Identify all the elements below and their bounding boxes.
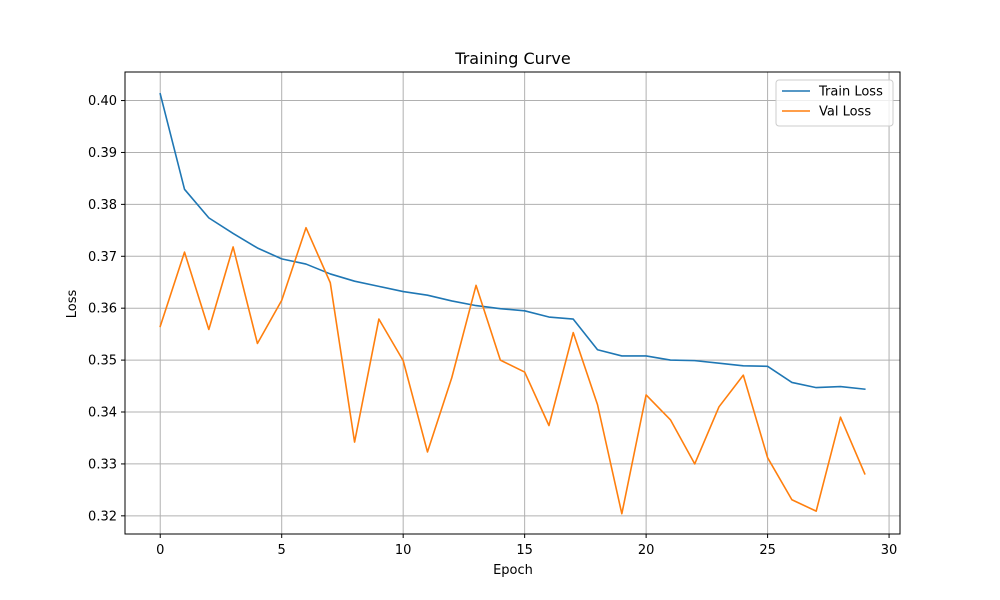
series-lines bbox=[159, 92, 866, 515]
chart-title: Training Curve bbox=[454, 49, 570, 68]
y-tick-label: 0.38 bbox=[88, 198, 117, 213]
y-tick-label: 0.32 bbox=[88, 509, 117, 524]
x-tick-label: 10 bbox=[395, 543, 412, 558]
y-tick-label: 0.35 bbox=[88, 354, 117, 369]
y-tick-label: 0.39 bbox=[88, 146, 117, 161]
series-line-val-loss bbox=[159, 226, 866, 515]
x-tick-label: 25 bbox=[759, 543, 776, 558]
x-tick-label: 15 bbox=[516, 543, 533, 558]
series-line-train-loss bbox=[159, 92, 866, 391]
x-tick-label: 5 bbox=[278, 543, 286, 558]
x-tick-label: 0 bbox=[156, 543, 164, 558]
legend-label-train-loss: Train Loss bbox=[818, 85, 883, 100]
y-tick-label: 0.37 bbox=[88, 250, 117, 265]
y-tick-label: 0.40 bbox=[88, 94, 117, 109]
axis-ticks: 0 5 10 15 20 25 30 0.32 0.33 0.34 0.35 0.36 0.37 0.38… bbox=[88, 94, 897, 558]
legend: Train Loss Val Loss bbox=[775, 79, 894, 127]
plot-frame bbox=[124, 71, 901, 535]
x-tick-label: 20 bbox=[638, 543, 655, 558]
x-axis-title: Epoch bbox=[493, 563, 533, 578]
y-tick-label: 0.36 bbox=[88, 302, 117, 317]
y-tick-label: 0.33 bbox=[88, 457, 117, 472]
grid bbox=[125, 72, 900, 534]
y-axis-title: Loss bbox=[65, 290, 80, 319]
y-tick-label: 0.34 bbox=[88, 406, 117, 421]
legend-label-val-loss: Val Loss bbox=[819, 105, 871, 120]
x-tick-label: 30 bbox=[881, 543, 898, 558]
